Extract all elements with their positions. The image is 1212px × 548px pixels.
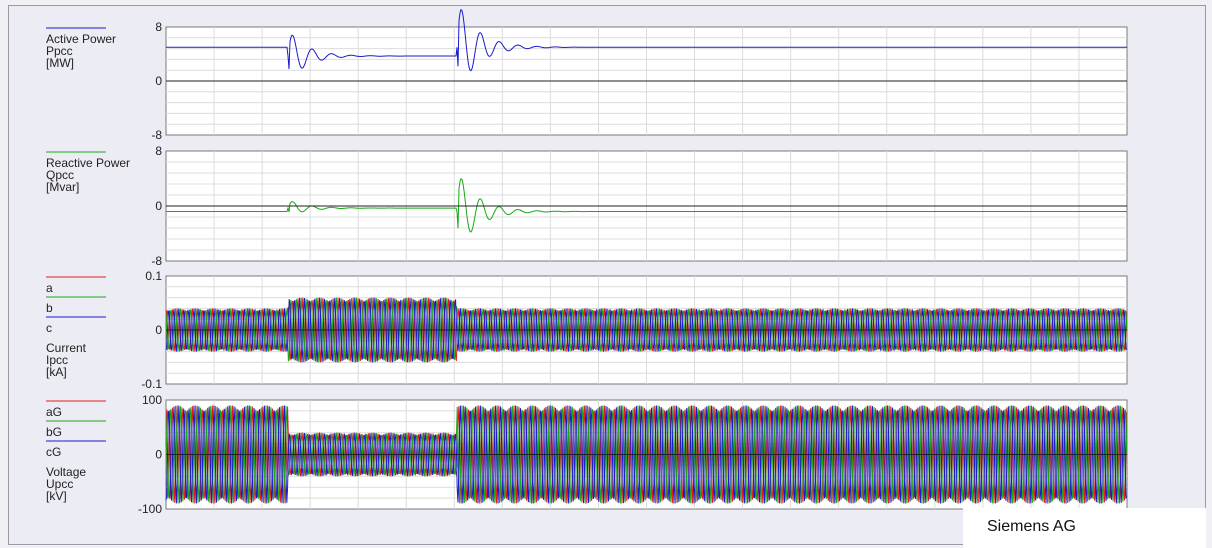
series-line-c [165, 297, 1128, 363]
legend-label: c [46, 321, 52, 335]
y-tick-label: 0.1 [145, 269, 162, 283]
series-line-bg [165, 405, 1128, 504]
legend-label: Current [46, 341, 87, 355]
legend-label: Upcc [46, 477, 73, 491]
y-tick-label: -8 [151, 254, 162, 268]
legend-label: bG [46, 425, 62, 439]
legend-label: Ppcc [46, 44, 73, 58]
legend-label: [Mvar] [46, 180, 79, 194]
series-line-active-power [166, 8, 1127, 72]
legend-label: aG [46, 405, 62, 419]
y-tick-label: -100 [138, 502, 162, 516]
legend-label: Ipcc [46, 353, 68, 367]
y-tick-label: 0 [155, 199, 162, 213]
series-line-reactive-power [166, 177, 1127, 233]
y-tick-label: 0 [155, 323, 162, 337]
series-line-b [165, 297, 1128, 363]
legend-label: [MW] [46, 56, 74, 70]
legend-label: [kA] [46, 365, 67, 379]
y-tick-label: 8 [155, 144, 162, 158]
y-tick-label: 0 [155, 448, 162, 462]
y-tick-label: 0 [155, 74, 162, 88]
y-tick-label: -0.1 [141, 377, 162, 391]
legend-label: Active Power [46, 32, 116, 46]
legend-label: Voltage [46, 465, 86, 479]
y-tick-label: 100 [142, 393, 162, 407]
legend-label: Qpcc [46, 168, 74, 182]
series-line-cg [165, 405, 1128, 504]
legend-label: a [46, 281, 53, 295]
y-tick-label: -8 [151, 128, 162, 142]
legend-label: cG [46, 445, 61, 459]
watermark: Siemens AG [963, 508, 1206, 548]
y-tick-label: 8 [155, 20, 162, 34]
legend-label: Reactive Power [46, 156, 130, 170]
legend-label: [kV] [46, 489, 67, 503]
legend-label: b [46, 301, 53, 315]
